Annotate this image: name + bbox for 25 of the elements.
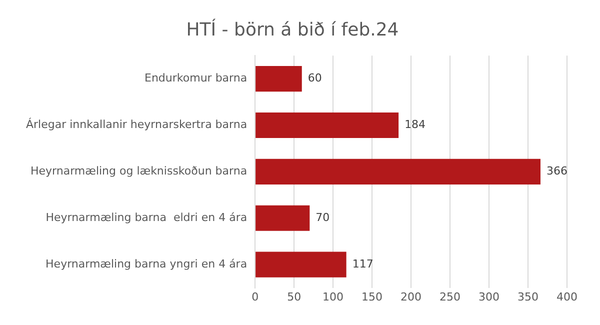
bar [256,112,399,138]
bar [256,205,310,231]
x-tick-label: 350 [518,290,539,304]
y-tick-label: Árlegar innkallanir heyrnarskertra barna [26,117,248,132]
bar [256,66,302,92]
x-tick-label: 250 [440,290,461,304]
data-label: 184 [404,118,426,132]
x-tick-label: 150 [362,290,383,304]
data-label: 70 [316,211,330,224]
x-tick-label: 200 [400,290,422,304]
bar [256,158,540,184]
x-tick-label: 0 [252,290,259,304]
x-tick-label: 300 [478,290,500,304]
data-label: 60 [308,72,322,85]
y-tick-label: Heyrnarmæling barna yngri en 4 ára [46,257,248,270]
x-tick-label: 100 [322,290,344,304]
y-tick-label: Endurkomur barna [144,72,248,85]
x-tick-label: 50 [287,290,302,304]
y-tick-label: Heyrnarmæling og læknisskoðun barna [30,164,248,178]
x-tick-label: 400 [556,290,578,304]
bar [256,252,346,278]
data-label: 117 [352,257,374,270]
chart-title: HTÍ - börn á bið í feb.24 [186,18,399,40]
data-label: 366 [546,164,568,178]
y-tick-label: Heyrnarmæling barna eldri en 4 ára [46,211,248,224]
